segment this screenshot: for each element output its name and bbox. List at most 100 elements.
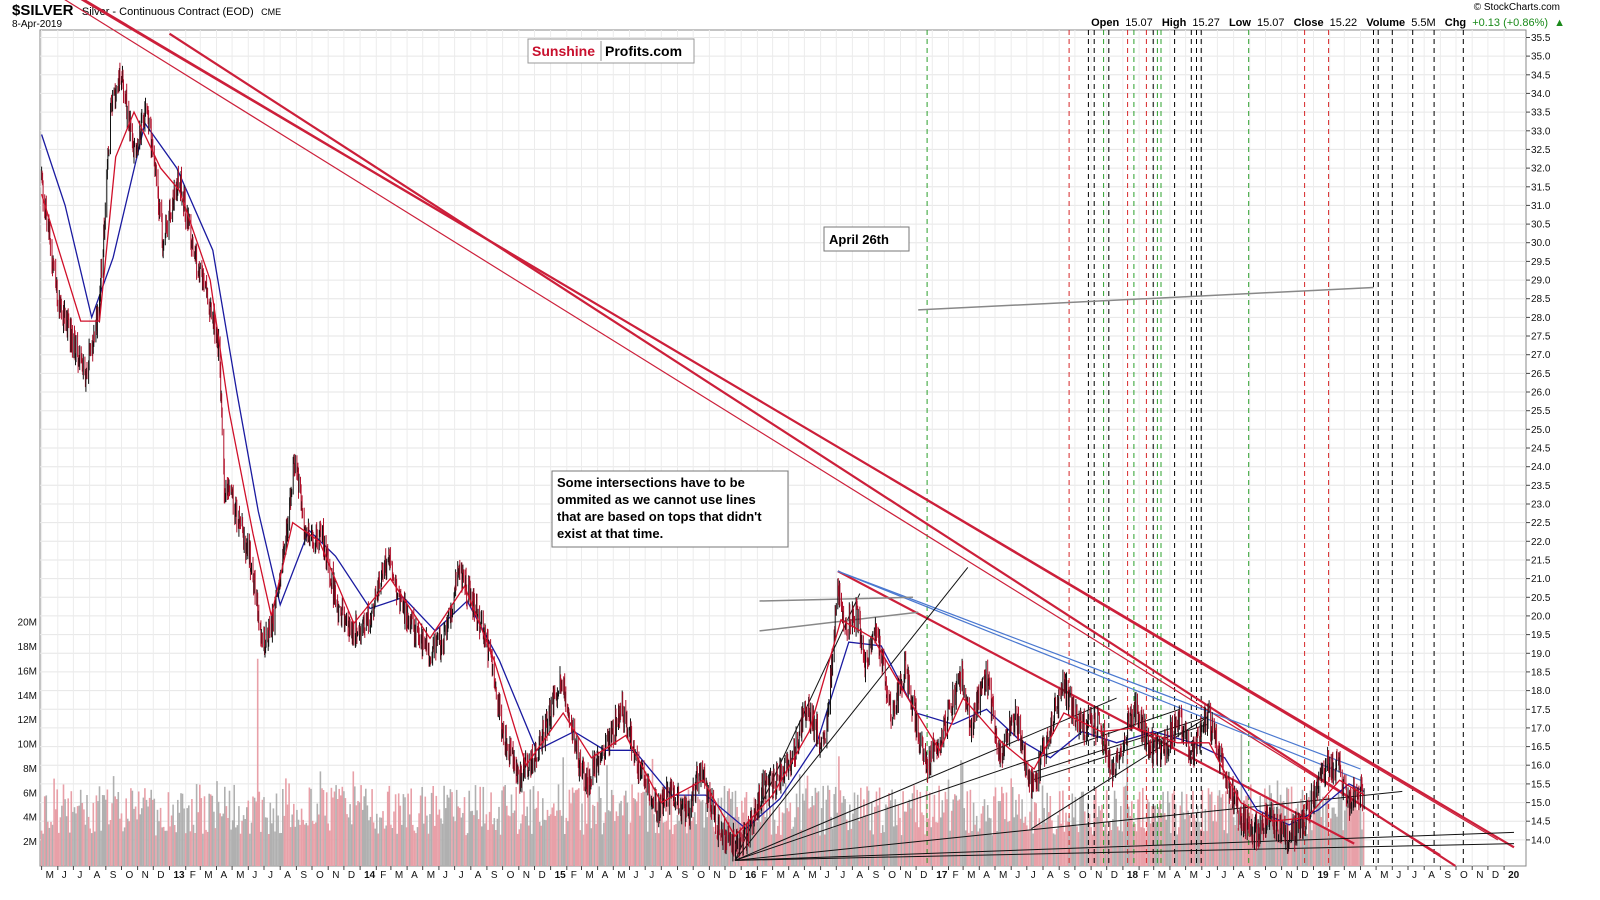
month-tick-label: M — [236, 870, 244, 881]
price-tick-label: 15.0 — [1531, 798, 1551, 809]
close-label: Close — [1294, 17, 1324, 29]
price-tick-label: 15.5 — [1531, 779, 1551, 790]
month-tick-label: M — [808, 870, 816, 881]
ohlc-readout: Open 15.07 High 15.27 Low 15.07 Close 15… — [1091, 17, 1565, 29]
april-label-box — [823, 226, 910, 252]
watermark: © StockCharts.com — [1474, 2, 1560, 13]
month-tick-label: J — [1206, 870, 1211, 881]
price-tick-label: 25.0 — [1531, 425, 1551, 436]
year-tick-label: 15 — [555, 870, 567, 881]
note-line-1: Some intersections have to be — [557, 475, 745, 490]
volume-tick-label: 4M — [23, 813, 37, 824]
price-tick-label: 31.5 — [1531, 182, 1551, 193]
month-tick-label: F — [1334, 870, 1340, 881]
price-tick-label: 29.0 — [1531, 276, 1551, 287]
month-tick-label: M — [1158, 870, 1166, 881]
year-tick-label: 13 — [174, 870, 186, 881]
month-tick-label: J — [77, 870, 82, 881]
price-tick-label: 29.5 — [1531, 257, 1551, 268]
month-tick-label: J — [443, 870, 448, 881]
blue-downtrend-line — [837, 570, 1361, 770]
volume-bars — [40, 658, 1365, 866]
month-tick-label: D — [157, 870, 164, 881]
chart-date: 8-Apr-2019 — [12, 19, 62, 30]
month-tick-label: A — [1238, 870, 1245, 881]
month-tick-label: A — [983, 870, 990, 881]
month-tick-label: M — [1190, 870, 1198, 881]
month-tick-label: M — [999, 870, 1007, 881]
intersections-note: Some intersections have to be ommited as… — [551, 470, 789, 548]
price-tick-label: 24.5 — [1531, 444, 1551, 455]
price-tick-label: 14.0 — [1531, 835, 1551, 846]
month-tick-label: S — [1254, 870, 1261, 881]
price-tick-label: 32.5 — [1531, 145, 1551, 156]
month-tick-label: M — [1348, 870, 1356, 881]
price-tick-label: 26.0 — [1531, 388, 1551, 399]
price-tick-label: 23.0 — [1531, 500, 1551, 511]
price-tick-label: 16.5 — [1531, 742, 1551, 753]
note-box — [551, 470, 789, 548]
month-tick-label: O — [507, 870, 515, 881]
month-tick-label: J — [459, 870, 464, 881]
month-tick-label: D — [1111, 870, 1118, 881]
month-tick-label: A — [856, 870, 863, 881]
month-tick-label: M — [1380, 870, 1388, 881]
price-tick-label: 28.0 — [1531, 313, 1551, 324]
price-tick-label: 26.5 — [1531, 369, 1551, 380]
month-tick-label: O — [888, 870, 896, 881]
black-fan-line — [734, 790, 1403, 861]
month-tick-label: N — [713, 870, 720, 881]
volume-tick-label: 6M — [23, 788, 37, 799]
price-tick-label: 30.5 — [1531, 220, 1551, 231]
close-value: 15.22 — [1330, 17, 1358, 29]
month-tick-label: A — [94, 870, 101, 881]
year-tick-label: 16 — [745, 870, 757, 881]
month-tick-label: F — [571, 870, 577, 881]
contract-description: Silver - Continuous Contract (EOD) — [82, 6, 254, 18]
month-tick-label: J — [825, 870, 830, 881]
month-tick-label: J — [840, 870, 845, 881]
symbol-label: $SILVER — [12, 2, 74, 19]
note-line-2: ommited as we cannot use lines — [557, 492, 756, 507]
header-left: $SILVER Silver - Continuous Contract (EO… — [12, 2, 281, 19]
axes: 14.0 14.5 15.0 15.5 16.0 16.5 17.0 17.5 18.0 18.5… — [18, 33, 1551, 881]
volume-label: Volume — [1366, 17, 1405, 29]
sunshine-profits-logo: Sunshine Profits.com — [527, 38, 695, 64]
month-tick-label: D — [348, 870, 355, 881]
month-tick-label: S — [110, 870, 117, 881]
price-tick-label: 34.5 — [1531, 70, 1551, 81]
volume-tick-label: 20M — [18, 618, 37, 629]
price-tick-label: 21.5 — [1531, 556, 1551, 567]
chg-up-arrow-icon: ▲ — [1554, 17, 1565, 29]
month-tick-label: S — [1444, 870, 1451, 881]
month-tick-label: N — [332, 870, 339, 881]
year-tick-label: 14 — [364, 870, 376, 881]
price-tick-label: 34.0 — [1531, 89, 1551, 100]
price-tick-label: 35.5 — [1531, 33, 1551, 44]
red-downtrend-line — [168, 32, 1457, 867]
short-moving-average-line — [40, 110, 1365, 838]
price-tick-label: 18.0 — [1531, 686, 1551, 697]
month-tick-label: O — [316, 870, 324, 881]
volume-tick-label: 8M — [23, 764, 37, 775]
note-line-3: that are based on tops that didn't — [557, 509, 762, 524]
month-tick-label: M — [427, 870, 435, 881]
month-tick-label: F — [761, 870, 767, 881]
grid-layer — [40, 30, 1526, 866]
month-tick-label: M — [967, 870, 975, 881]
chg-label: Chg — [1445, 17, 1466, 29]
month-tick-label: J — [1031, 870, 1036, 881]
month-tick-label: J — [634, 870, 639, 881]
price-tick-label: 19.0 — [1531, 649, 1551, 660]
blue-downtrend-line — [837, 570, 1361, 781]
price-tick-label: 24.0 — [1531, 462, 1551, 473]
april-label: April 26th — [829, 232, 889, 247]
black-fan-line — [734, 708, 1180, 861]
price-tick-label: 33.0 — [1531, 126, 1551, 137]
month-tick-label: M — [617, 870, 625, 881]
month-tick-label: A — [602, 870, 609, 881]
price-tick-label: 19.5 — [1531, 630, 1551, 641]
logo-sunshine: Sunshine — [532, 43, 595, 59]
month-tick-label: S — [873, 870, 880, 881]
exchange-label: CME — [261, 7, 281, 17]
